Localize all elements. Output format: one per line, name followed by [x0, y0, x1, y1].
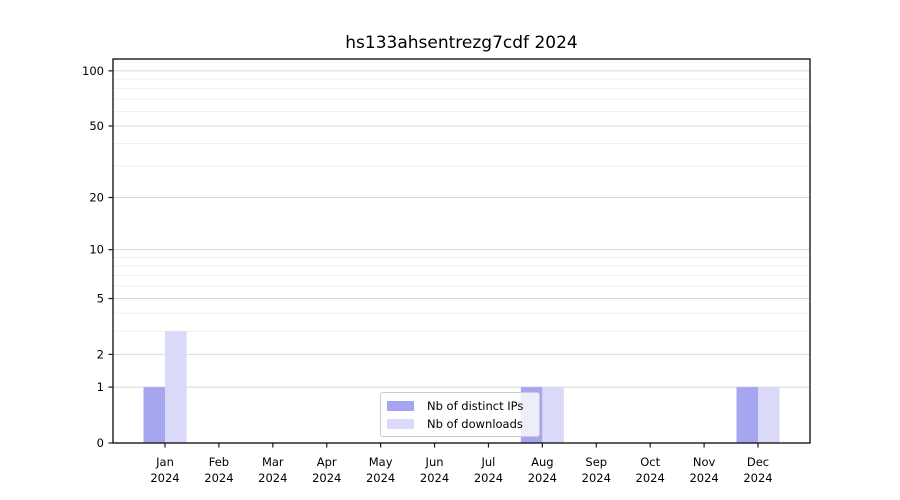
- x-tick-label-month: Apr: [317, 455, 337, 469]
- x-tick-label-month: Jul: [481, 455, 496, 469]
- y-tick-label: 100: [82, 64, 104, 78]
- x-tick-label-year: 2024: [150, 471, 179, 485]
- legend-item-downloads: Nb of downloads: [387, 416, 532, 431]
- y-tick-label: 50: [89, 119, 104, 133]
- x-tick-label-month: Oct: [640, 455, 660, 469]
- x-tick-label-year: 2024: [312, 471, 341, 485]
- x-tick-label-month: Feb: [209, 455, 229, 469]
- x-tick-label-month: Jun: [425, 455, 444, 469]
- legend-label-downloads: Nb of downloads: [427, 416, 523, 431]
- legend-label-distinct-ips: Nb of distinct IPs: [427, 398, 524, 413]
- x-tick-label-year: 2024: [258, 471, 287, 485]
- y-tick-label: 10: [89, 243, 104, 257]
- x-tick-label-year: 2024: [689, 471, 718, 485]
- bar-dec-downloads: [758, 387, 780, 443]
- x-tick-label-year: 2024: [204, 471, 233, 485]
- bar-jan-distinct-ips: [143, 387, 165, 443]
- x-tick-label-month: Aug: [531, 455, 553, 469]
- x-tick-label-year: 2024: [636, 471, 665, 485]
- plot-border: [112, 58, 811, 444]
- x-tick-label-month: Jan: [155, 455, 174, 469]
- x-tick-label-month: Dec: [747, 455, 769, 469]
- x-tick-label-year: 2024: [582, 471, 611, 485]
- bar-dec-distinct-ips: [736, 387, 758, 443]
- x-tick-label-month: Mar: [262, 455, 284, 469]
- x-tick-label-month: Sep: [585, 455, 607, 469]
- x-tick-label-year: 2024: [366, 471, 395, 485]
- legend-item-distinct-ips: Nb of distinct IPs: [387, 398, 532, 413]
- bar-jan-downloads: [165, 331, 187, 443]
- legend: Nb of distinct IPs Nb of downloads: [380, 392, 540, 437]
- x-tick-label-month: Nov: [693, 455, 716, 469]
- y-tick-label: 0: [97, 436, 104, 450]
- x-tick-label-month: May: [369, 455, 393, 469]
- y-tick-label: 20: [89, 191, 104, 205]
- legend-swatch-downloads: [387, 418, 414, 429]
- x-tick-label-year: 2024: [743, 471, 772, 485]
- y-tick-label: 1: [97, 380, 104, 394]
- y-tick-label: 5: [97, 292, 104, 306]
- chart-title: hs133ahsentrezg7cdf 2024: [345, 33, 578, 53]
- x-tick-label-year: 2024: [528, 471, 557, 485]
- x-tick-label-year: 2024: [474, 471, 503, 485]
- x-tick-label-year: 2024: [420, 471, 449, 485]
- bar-aug-downloads: [542, 387, 564, 443]
- legend-swatch-distinct-ips: [387, 400, 414, 411]
- y-tick-label: 2: [97, 347, 104, 361]
